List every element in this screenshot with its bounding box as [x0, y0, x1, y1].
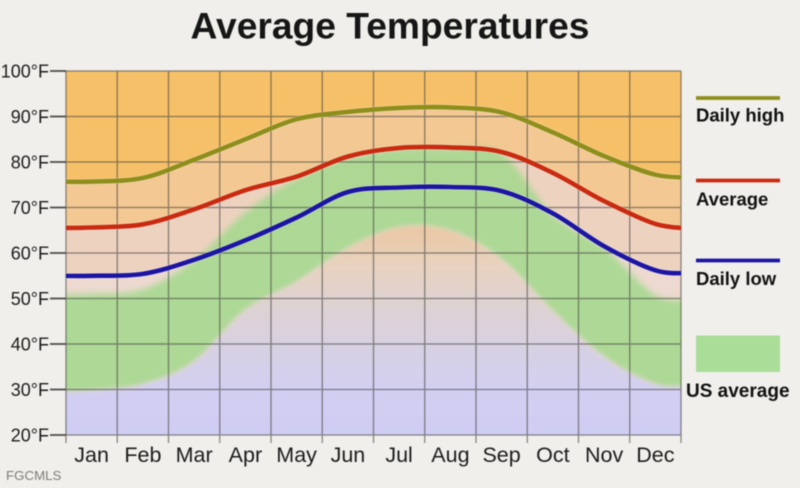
svg-text:Average Temperatures: Average Temperatures — [191, 5, 590, 47]
svg-text:Jan: Jan — [74, 443, 109, 467]
svg-text:90°F: 90°F — [11, 107, 49, 127]
svg-text:Nov: Nov — [585, 443, 623, 467]
svg-text:Mar: Mar — [176, 443, 213, 467]
svg-text:60°F: 60°F — [11, 243, 49, 263]
svg-text:Feb: Feb — [124, 443, 161, 467]
svg-text:Jul: Jul — [385, 443, 412, 467]
svg-text:80°F: 80°F — [11, 152, 49, 172]
svg-text:US average: US average — [686, 381, 790, 402]
svg-text:100°F: 100°F — [1, 61, 49, 81]
svg-text:20°F: 20°F — [11, 425, 49, 445]
svg-text:Average: Average — [696, 189, 768, 210]
svg-text:May: May — [276, 443, 317, 467]
svg-text:Aug: Aug — [431, 443, 469, 467]
svg-text:Oct: Oct — [536, 443, 569, 467]
svg-text:Daily low: Daily low — [696, 268, 777, 289]
svg-text:Apr: Apr — [229, 443, 262, 467]
svg-text:Jun: Jun — [331, 443, 366, 467]
svg-text:Sep: Sep — [482, 443, 520, 467]
svg-text:40°F: 40°F — [11, 334, 49, 354]
svg-text:50°F: 50°F — [11, 289, 49, 309]
svg-text:70°F: 70°F — [11, 198, 49, 218]
svg-text:Daily high: Daily high — [696, 105, 784, 126]
svg-text:30°F: 30°F — [11, 380, 49, 400]
svg-text:Dec: Dec — [636, 443, 674, 467]
svg-text:FGCMLS: FGCMLS — [6, 468, 62, 483]
